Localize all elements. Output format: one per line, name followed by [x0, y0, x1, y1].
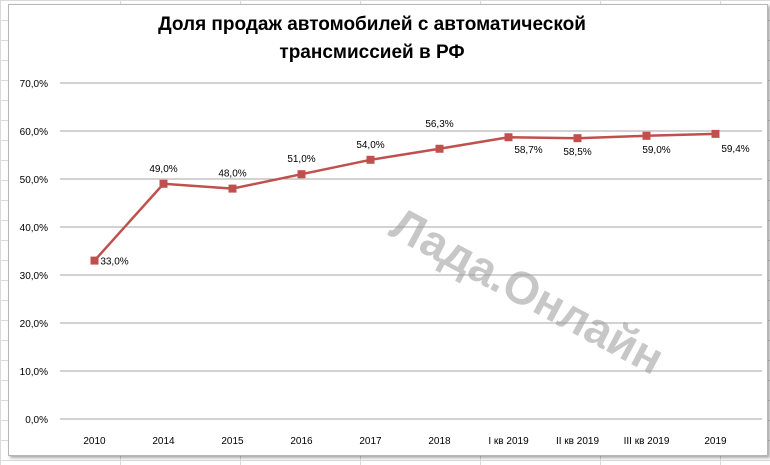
y-tick-label: 40,0% [20, 223, 48, 234]
data-label: 33,0% [100, 257, 128, 268]
watermark: Лада.Онлайн [382, 197, 672, 384]
x-tick-label: 2018 [428, 436, 451, 447]
data-label: 56,3% [425, 119, 453, 130]
data-point [366, 155, 375, 164]
chart-title-line-1: Доля продаж автомобилей с автоматической [158, 14, 586, 35]
data-point [642, 131, 651, 140]
data-label: 54,0% [356, 140, 384, 151]
y-tick-label: 30,0% [20, 271, 48, 282]
data-point [573, 134, 582, 143]
x-tick-label: II кв 2019 [556, 436, 599, 447]
data-point [504, 133, 513, 142]
y-tick-label: 70,0% [20, 79, 48, 90]
y-tick-label: 10,0% [20, 367, 48, 378]
x-tick-label: 2015 [221, 436, 244, 447]
x-tick-label: III кв 2019 [624, 436, 670, 447]
data-point [90, 256, 99, 265]
y-tick-label: 0,0% [25, 415, 48, 426]
data-point [159, 179, 168, 188]
data-label: 49,0% [149, 164, 177, 175]
x-tick-label: 2010 [83, 436, 106, 447]
data-label: 48,0% [218, 169, 246, 180]
x-tick-label: 2017 [359, 436, 382, 447]
data-label: 58,7% [514, 145, 542, 156]
x-tick-label: 2016 [290, 436, 313, 447]
y-tick-label: 50,0% [20, 175, 48, 186]
y-tick-label: 60,0% [20, 127, 48, 138]
y-tick-label: 20,0% [20, 319, 48, 330]
x-tick-label: 2014 [152, 436, 175, 447]
data-point [297, 170, 306, 179]
x-tick-label: I кв 2019 [488, 436, 529, 447]
data-point [228, 184, 237, 193]
data-point [711, 129, 720, 138]
x-tick-label: 2019 [704, 436, 727, 447]
chart-title-line-2: трансмиссией в РФ [279, 42, 464, 63]
data-point [435, 144, 444, 153]
data-label: 51,0% [287, 154, 315, 165]
data-label: 58,5% [563, 147, 591, 158]
data-label: 59,4% [721, 144, 749, 155]
chart-area [8, 4, 768, 456]
series-line [93, 132, 716, 262]
data-label: 59,0% [642, 145, 670, 156]
